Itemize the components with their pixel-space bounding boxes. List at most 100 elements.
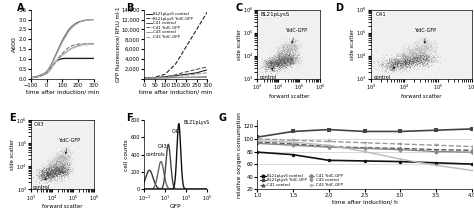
Point: [405, 54, 412, 57]
Point: [66, 150, 73, 154]
Point: [288, 54, 295, 57]
Point: [389, 61, 396, 64]
Point: [52, 163, 59, 167]
Point: [293, 44, 301, 48]
Point: [51, 163, 58, 167]
Point: [52, 160, 60, 163]
Point: [46, 168, 53, 172]
Point: [277, 48, 284, 51]
Point: [402, 65, 410, 69]
Point: [283, 50, 291, 54]
Point: [44, 165, 52, 169]
Point: [64, 153, 72, 157]
Point: [288, 61, 296, 65]
Point: [50, 172, 57, 175]
Point: [62, 170, 69, 173]
Point: [413, 46, 421, 49]
Point: [424, 48, 432, 52]
Point: [421, 46, 428, 50]
Point: [396, 67, 403, 71]
Point: [401, 64, 409, 67]
Point: [399, 59, 406, 62]
Point: [49, 169, 57, 173]
Point: [421, 39, 428, 42]
Point: [285, 45, 292, 49]
Point: [278, 51, 286, 55]
Point: [273, 61, 281, 65]
Point: [65, 161, 73, 165]
Point: [56, 161, 64, 165]
Point: [63, 150, 70, 154]
Point: [287, 59, 295, 62]
Point: [263, 59, 270, 62]
Point: [53, 162, 60, 165]
Point: [52, 169, 59, 173]
Point: [272, 60, 280, 64]
Point: [277, 66, 284, 69]
Point: [264, 61, 271, 64]
Point: [290, 44, 297, 47]
Point: [411, 56, 419, 59]
Point: [283, 56, 291, 59]
Point: [58, 170, 65, 173]
Point: [415, 47, 423, 50]
Point: [426, 44, 434, 47]
Point: [58, 158, 65, 161]
Point: [279, 62, 287, 65]
Point: [285, 46, 292, 50]
Point: [283, 51, 291, 54]
Point: [51, 168, 59, 172]
Point: [405, 58, 413, 61]
Point: [53, 179, 61, 182]
Point: [282, 56, 290, 59]
Point: [412, 53, 420, 57]
Point: [410, 50, 417, 54]
Point: [398, 46, 405, 49]
Point: [407, 56, 414, 59]
Text: YidC-GFP: YidC-GFP: [285, 28, 307, 43]
Point: [431, 47, 439, 50]
Point: [65, 165, 73, 168]
Point: [418, 59, 425, 63]
Point: [42, 174, 50, 178]
Point: [47, 164, 55, 168]
Point: [64, 167, 71, 171]
Point: [58, 166, 65, 169]
Point: [275, 52, 283, 55]
Point: [426, 44, 433, 48]
Point: [64, 160, 72, 164]
Point: [59, 168, 66, 171]
Point: [418, 62, 425, 66]
Point: [276, 58, 284, 61]
Point: [270, 61, 277, 64]
Point: [426, 45, 433, 48]
Point: [424, 63, 432, 67]
Point: [288, 46, 296, 50]
Point: [53, 165, 60, 169]
Point: [54, 163, 62, 166]
Point: [41, 166, 49, 169]
Point: [278, 58, 286, 62]
Point: [62, 152, 70, 155]
Point: [276, 61, 284, 64]
Point: [50, 166, 57, 169]
Point: [274, 47, 282, 51]
Point: [53, 166, 61, 170]
Point: [282, 53, 289, 56]
Point: [289, 53, 296, 57]
Point: [54, 167, 61, 170]
Point: [397, 62, 405, 65]
Point: [54, 170, 62, 174]
Point: [55, 173, 63, 177]
Point: [39, 167, 46, 171]
Point: [283, 52, 291, 56]
Point: [280, 58, 288, 62]
Point: [399, 62, 407, 65]
Point: [414, 60, 422, 63]
Point: [392, 59, 400, 63]
Point: [61, 172, 68, 175]
Point: [403, 62, 411, 66]
Point: [286, 43, 294, 46]
Point: [411, 53, 419, 56]
Point: [404, 59, 412, 63]
